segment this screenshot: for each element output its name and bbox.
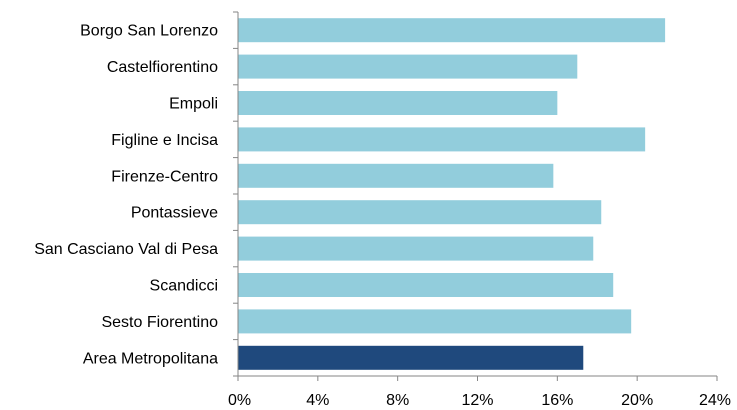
category-label: San Casciano Val di Pesa — [34, 241, 218, 258]
category-label: Castelfiorentino — [107, 59, 218, 76]
bar-empoli — [238, 91, 558, 115]
category-label: Firenze-Centro — [111, 168, 218, 185]
category-label: Sesto Fiorentino — [101, 314, 218, 331]
category-labels-group: Borgo San Lorenzo Castelfiorentino Empoli F… — [34, 23, 218, 368]
x-tick-label: 12% — [461, 392, 493, 409]
bar-area-metropolitana — [238, 345, 584, 370]
bar-pontassieve — [238, 200, 602, 225]
bar-figline-e-incisa — [238, 127, 646, 152]
category-label: Figline e Incisa — [111, 132, 218, 149]
bar-borgo-san-lorenzo — [238, 18, 666, 43]
category-label: Borgo San Lorenzo — [80, 23, 218, 40]
bar-san-casciano-val-di-pesa — [238, 236, 594, 261]
bar-firenze-centro — [238, 163, 554, 188]
category-label: Pontassieve — [131, 205, 218, 222]
category-label: Empoli — [169, 96, 218, 113]
category-label: Area Metropolitana — [83, 350, 218, 367]
x-tick-label: 4% — [306, 392, 329, 409]
x-tick-label: 0% — [228, 392, 251, 409]
tick-labels-group: 0% 4% 8% 12% 16% 20% 24% — [228, 392, 731, 409]
x-tick-label: 8% — [386, 392, 409, 409]
x-tick-label: 16% — [541, 392, 573, 409]
x-tick-label: 20% — [621, 392, 653, 409]
bar-scandicci — [238, 273, 614, 297]
bar-castelfiorentino — [238, 54, 578, 79]
bar-sesto-fiorentino — [238, 309, 632, 334]
x-tick-label: 24% — [699, 392, 731, 409]
bars-group — [238, 18, 666, 370]
axes-group — [233, 11, 718, 381]
category-label: Scandicci — [150, 278, 218, 295]
